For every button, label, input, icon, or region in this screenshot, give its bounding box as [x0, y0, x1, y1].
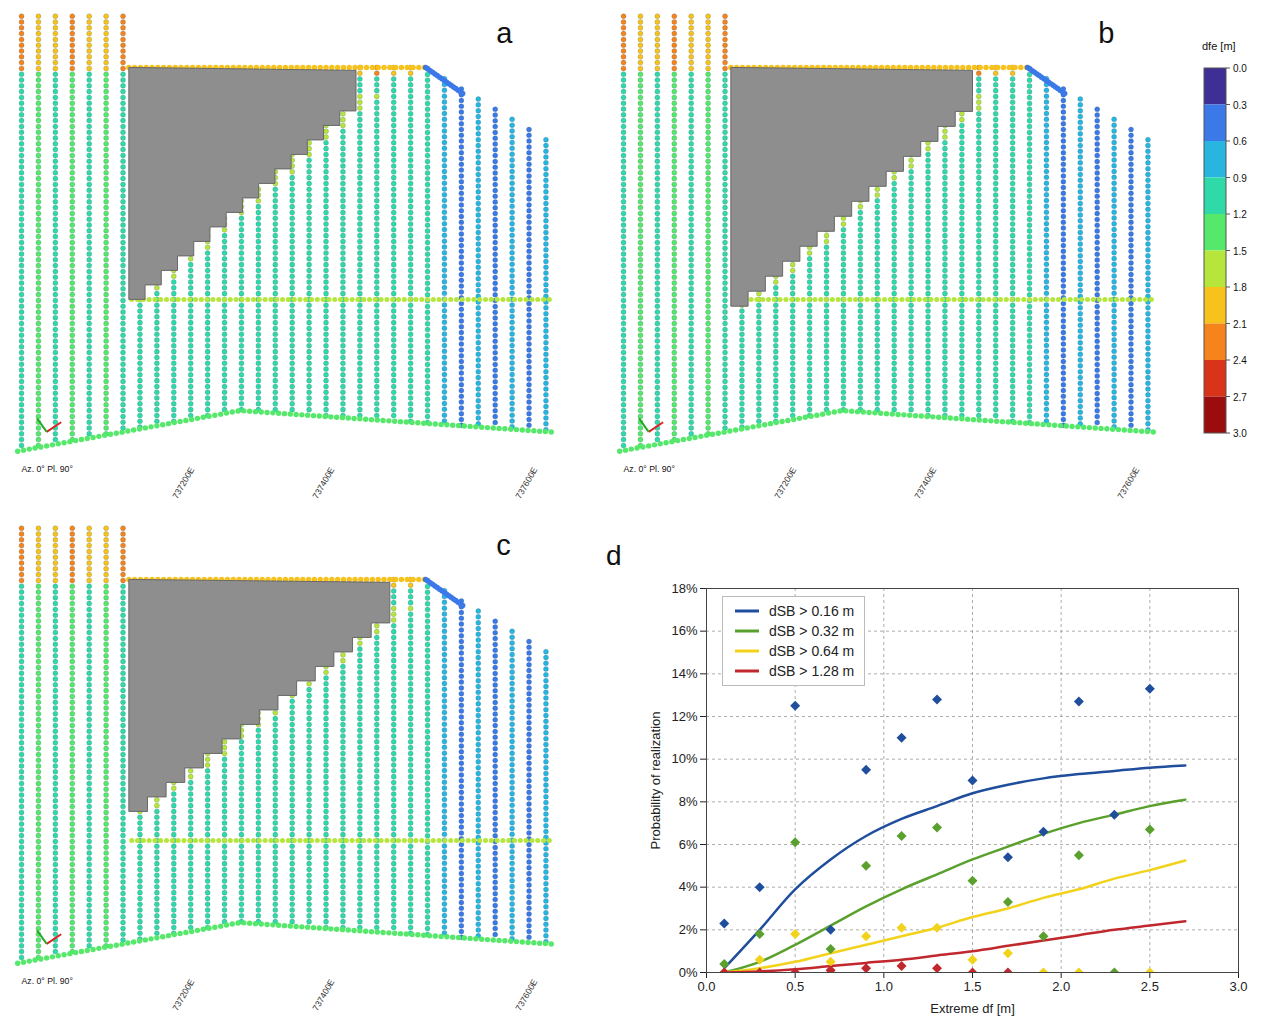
svg-text:737200E: 737200E [170, 977, 196, 1012]
svg-text:Az. 0° Pl. 90°: Az. 0° Pl. 90° [624, 464, 675, 474]
svg-text:0.0: 0.0 [1233, 63, 1247, 74]
svg-text:1.2: 1.2 [1233, 209, 1247, 220]
html-text:d: d [606, 540, 622, 571]
svg-text:0.0: 0.0 [697, 979, 715, 994]
svg-text:737600E: 737600E [513, 465, 539, 500]
svg-text:737400E: 737400E [310, 465, 336, 500]
svg-text:0.6: 0.6 [1233, 136, 1247, 147]
svg-text:737600E: 737600E [1115, 465, 1141, 500]
html-text:dSB > 0.64 m: dSB > 0.64 m [769, 643, 855, 659]
svg-text:14%: 14% [671, 666, 697, 681]
svg-text:3.0: 3.0 [1229, 979, 1247, 994]
svg-text:Az. 0° Pl. 90°: Az. 0° Pl. 90° [22, 464, 73, 474]
svg-text:2.1: 2.1 [1233, 319, 1247, 330]
svg-text:1.8: 1.8 [1233, 282, 1247, 293]
svg-text:1.0: 1.0 [875, 979, 893, 994]
svg-text:16%: 16% [671, 623, 697, 638]
svg-text:1.5: 1.5 [963, 979, 981, 994]
svg-text:737400E: 737400E [310, 977, 336, 1012]
svg-text:6%: 6% [679, 837, 698, 852]
svg-text:737200E: 737200E [170, 465, 196, 500]
svg-text:2.5: 2.5 [1141, 979, 1159, 994]
svg-text:0.5: 0.5 [786, 979, 804, 994]
svg-text:2.0: 2.0 [1052, 979, 1070, 994]
svg-text:c: c [496, 529, 511, 561]
html-text:dSB > 0.32 m: dSB > 0.32 m [769, 623, 855, 639]
svg-text:b: b [1098, 17, 1114, 49]
svg-text:0.9: 0.9 [1233, 173, 1247, 184]
svg-text:3.0: 3.0 [1233, 428, 1247, 439]
html-text:dSB > 1.28 m: dSB > 1.28 m [769, 663, 855, 679]
svg-text:2.4: 2.4 [1233, 355, 1247, 366]
svg-text:0.3: 0.3 [1233, 100, 1247, 111]
svg-text:737200E: 737200E [772, 465, 798, 500]
svg-text:0%: 0% [679, 965, 698, 980]
svg-text:4%: 4% [679, 879, 698, 894]
svg-text:Probability of realization: Probability of realization [648, 711, 663, 849]
svg-text:10%: 10% [671, 751, 697, 766]
svg-text:2.7: 2.7 [1233, 392, 1247, 403]
svg-text:dfe [m]: dfe [m] [1202, 40, 1236, 52]
svg-text:737400E: 737400E [912, 465, 938, 500]
svg-text:12%: 12% [671, 709, 697, 724]
svg-text:a: a [496, 17, 513, 49]
svg-text:Az. 0° Pl. 90°: Az. 0° Pl. 90° [22, 976, 73, 986]
svg-text:8%: 8% [679, 794, 698, 809]
html-text:dSB > 0.16 m: dSB > 0.16 m [769, 603, 855, 619]
svg-text:737600E: 737600E [513, 977, 539, 1012]
svg-text:18%: 18% [671, 581, 697, 596]
svg-text:2%: 2% [679, 922, 698, 937]
svg-text:1.5: 1.5 [1233, 246, 1247, 257]
svg-text:Extreme df [m]: Extreme df [m] [930, 1001, 1015, 1016]
